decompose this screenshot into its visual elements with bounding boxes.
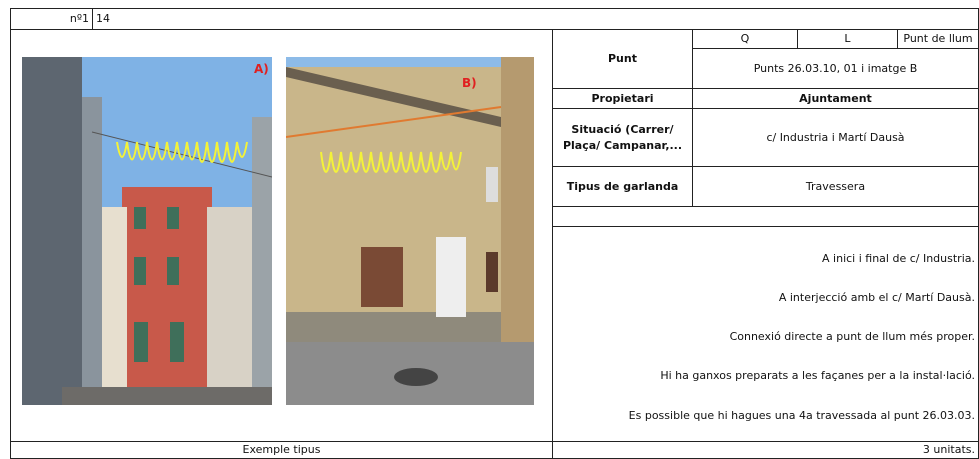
note-line: Connexió directe a punt de llum més prop… [729, 330, 975, 344]
caption: Exemple tipus [10, 441, 553, 459]
field-label: Situació (Carrer/ Plaça/ Campanar,... [552, 108, 693, 167]
note-line: A interjecció amb el c/ Martí Dausà. [778, 291, 975, 305]
quantity: 3 unitats. [552, 441, 979, 459]
photo-b [286, 57, 534, 405]
number-label: nº1 [10, 8, 93, 30]
field-label: Punt [552, 29, 693, 89]
photo-label: A) [254, 62, 269, 76]
photo-a [22, 57, 272, 405]
field-value: Punts 26.03.10, 01 i imatge B [692, 48, 979, 89]
column-header: L [797, 29, 898, 49]
field-value: c/ Industria i Martí Dausà [692, 108, 979, 167]
field-value: Ajuntament [692, 88, 979, 109]
column-header: Q [692, 29, 798, 49]
note-line: A inici i final de c/ Industria. [822, 251, 975, 265]
note-line: Hi ha ganxos preparats a les façanes per… [660, 369, 975, 383]
empty-row [552, 206, 979, 227]
field-label: Tipus de garlanda [552, 166, 693, 207]
number: 14 [92, 8, 979, 30]
column-header: Punt de llum [897, 29, 979, 49]
notes: A inici i final de c/ Industria. A interj… [552, 226, 979, 442]
note-line: Es possible que hi hagues una 4a travess… [628, 408, 975, 422]
field-label: Propietari [552, 88, 693, 109]
field-value: Travessera [692, 166, 979, 207]
photo-label: B) [462, 76, 477, 90]
